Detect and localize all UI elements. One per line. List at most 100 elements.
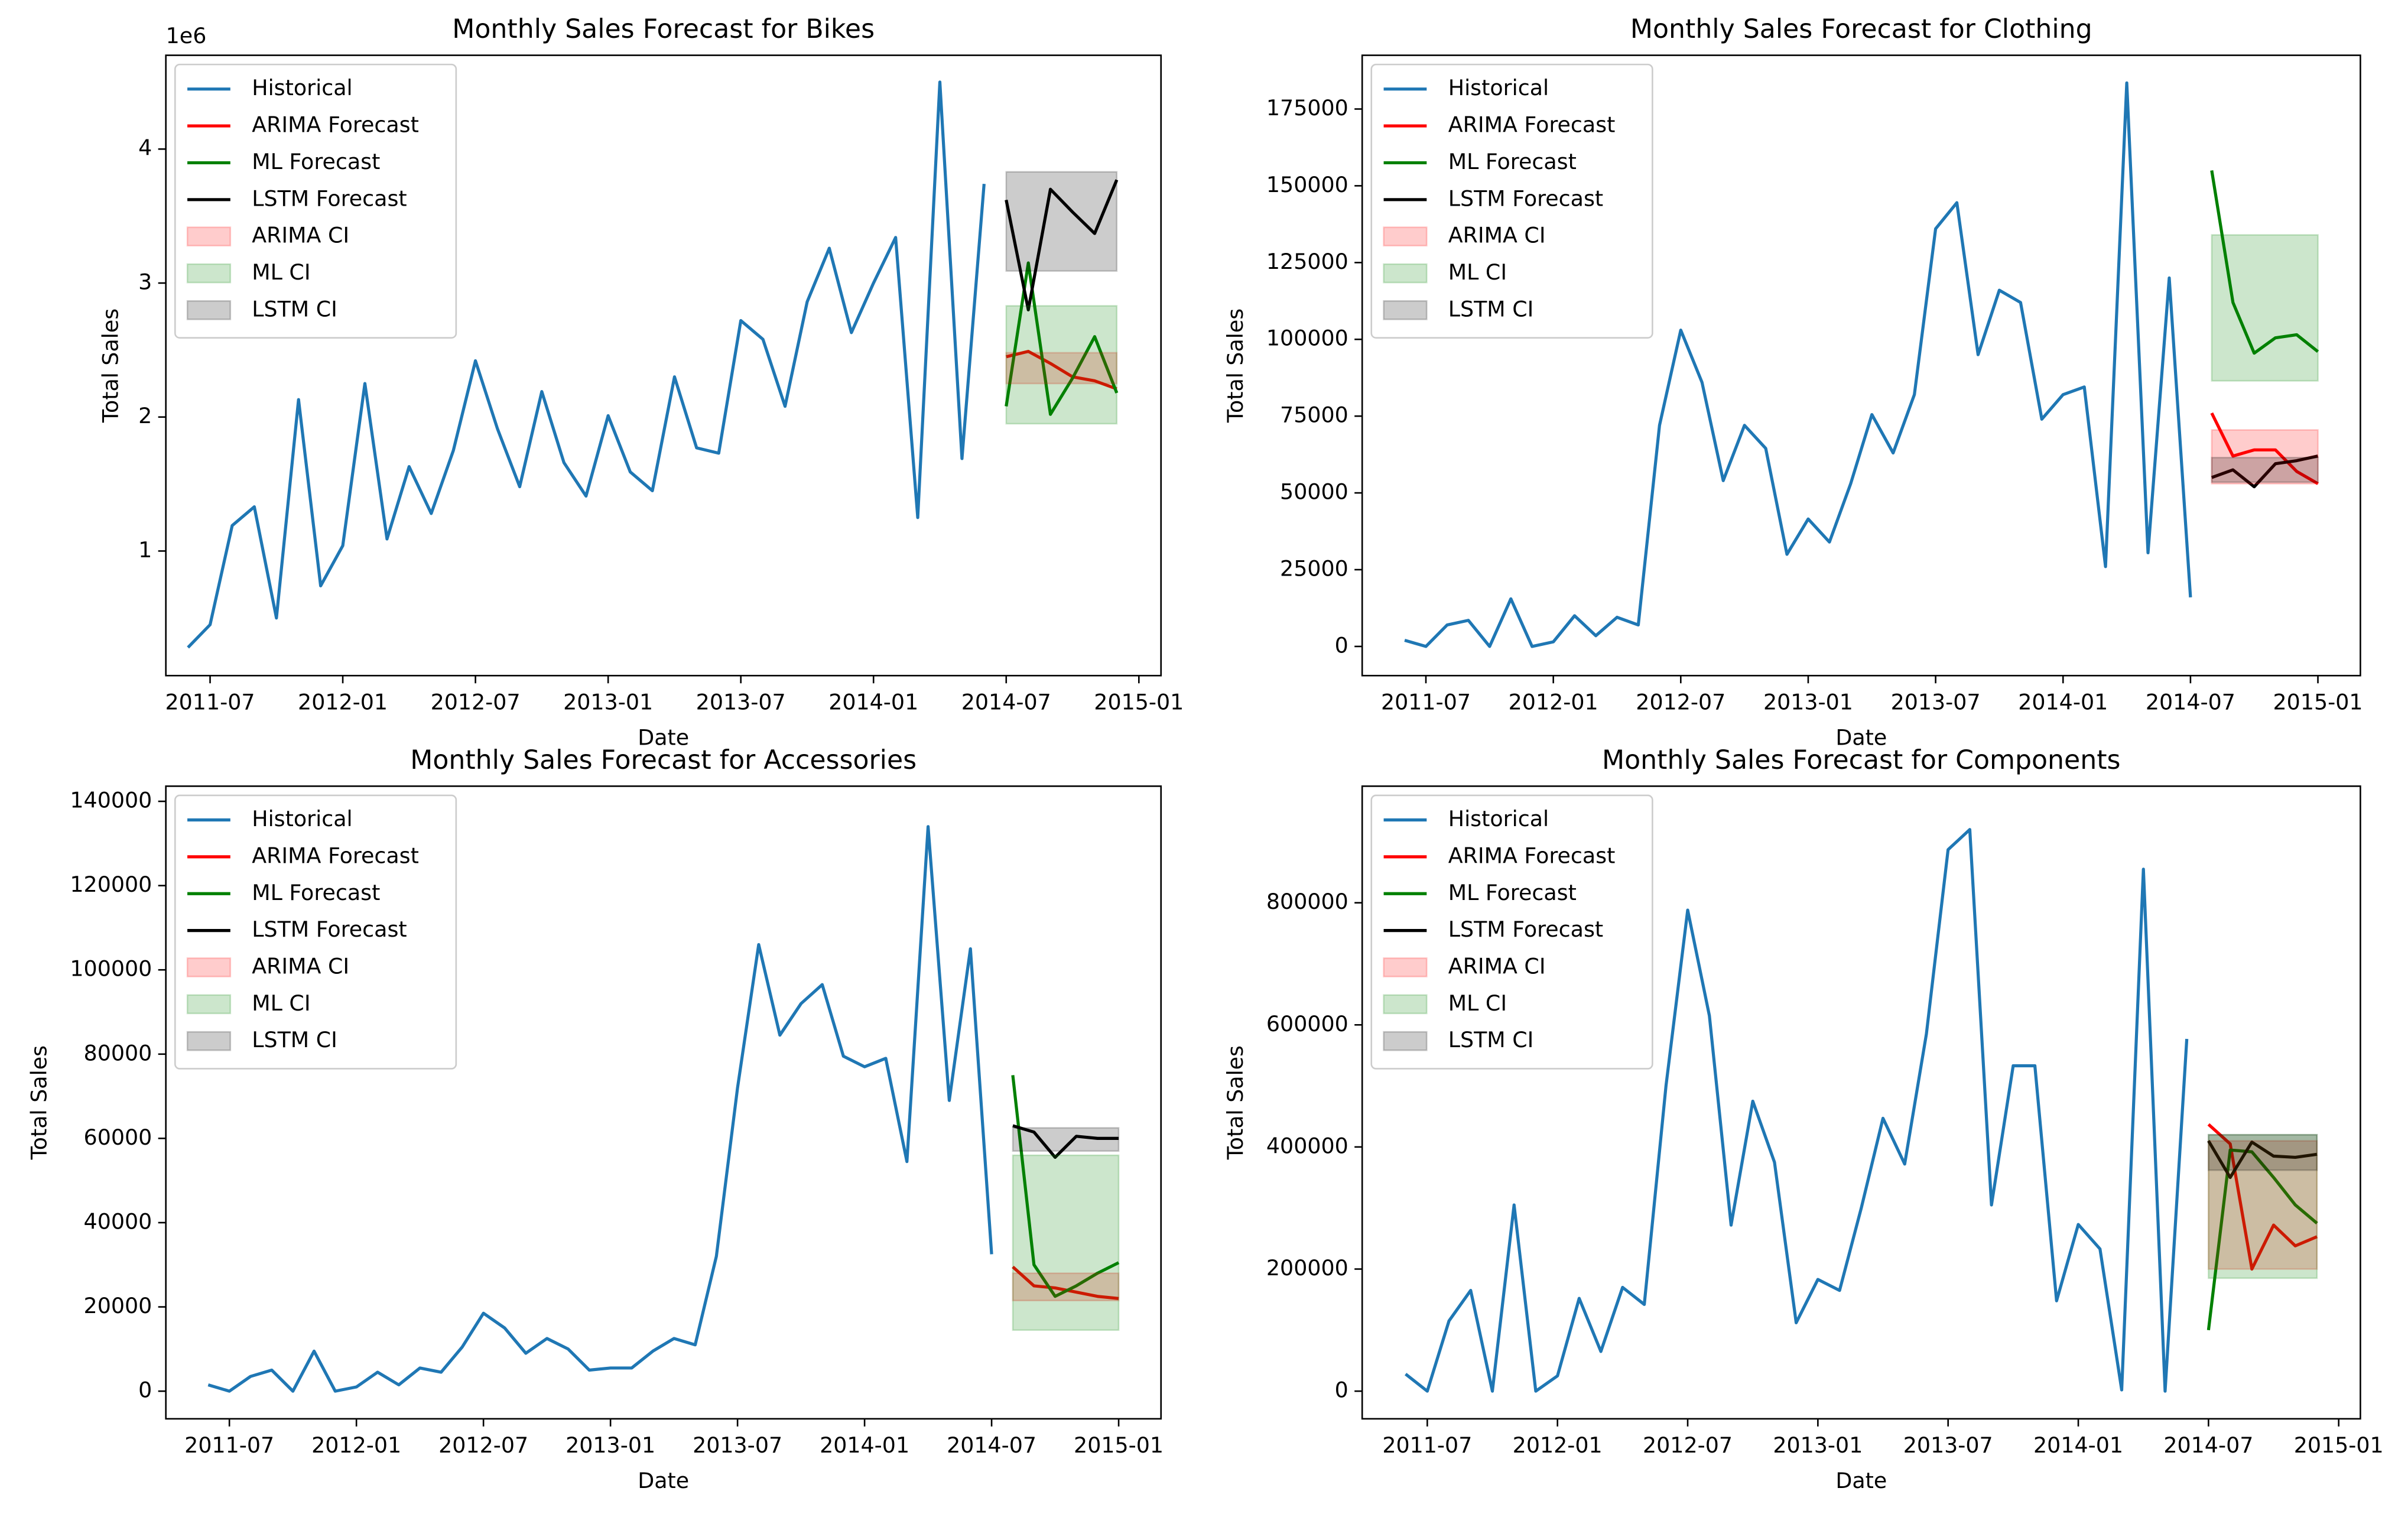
series-line [2211,454,2319,489]
legend-label: Historical [1448,806,1549,831]
legend-swatch [186,994,232,1015]
series-line [207,825,993,1393]
legend: Historical ARIMA Forecast ML Forecast LSTM … [1370,63,1653,339]
x-tick-label: 2012-07 [438,1432,528,1458]
legend-label: LSTM CI [252,296,337,321]
axes-frame [1361,785,2361,1420]
chart-title: Monthly Sales Forecast for Bikes [452,14,875,44]
y-tick-label: 600000 [1266,1011,1348,1037]
x-tick-label: 2013-01 [566,1432,655,1458]
axes-frame [1361,54,2361,677]
legend-label: LSTM Forecast [1448,186,1603,211]
chart-title: Monthly Sales Forecast for Accessories [410,745,917,775]
x-tick-label: 2013-07 [1891,690,1981,715]
legend-label: ARIMA CI [252,953,349,979]
y-tick-label: 75000 [1280,402,1348,428]
legend-label: ARIMA Forecast [252,112,419,138]
x-tick-label: 2012-01 [1513,1432,1603,1458]
y-tick-label: 400000 [1266,1133,1348,1158]
legend-label: ML CI [252,990,310,1016]
legend-label: Historical [252,806,352,831]
legend-frame [174,63,457,339]
x-tick-label: 2013-01 [1773,1432,1863,1458]
series-line [2210,412,2319,485]
x-tick-label: 2012-07 [1643,1432,1733,1458]
legend-swatch [1383,994,1428,1015]
series-line [2210,170,2319,355]
legend-frame [1370,794,1653,1070]
legend-swatch [1383,957,1428,977]
y-axis-label: Total Sales [1223,308,1248,423]
legend-label: Historical [1448,75,1549,100]
ci-band [1012,1154,1120,1331]
legend-label: LSTM Forecast [1448,917,1603,942]
y-tick-label: 120000 [70,872,152,897]
x-tick-label: 2011-07 [1381,690,1471,715]
y-tick-label: 125000 [1266,249,1348,274]
x-tick-label: 2015-01 [1074,1432,1164,1458]
y-tick-label: 140000 [70,788,152,813]
plot-area [207,825,1120,1393]
legend-swatch [1383,300,1428,320]
x-tick-label: 2015-01 [2273,690,2363,715]
series-line [1005,179,1119,311]
series-line [1404,81,2192,648]
legend-label: LSTM CI [252,1027,337,1052]
series-line [1011,1075,1120,1298]
ci-band [1005,305,1118,425]
x-tick-label: 2015-01 [2294,1432,2384,1458]
plot-area [187,80,1119,649]
plot-area [1404,81,2319,648]
y-tick-label: 800000 [1266,889,1348,914]
legend: Historical ARIMA Forecast ML Forecast LSTM … [174,63,457,339]
legend-label: ML CI [1448,259,1507,285]
chart-title: Monthly Sales Forecast for Clothing [1630,14,2092,44]
y-tick-label: 3 [138,269,152,294]
series-line [1012,1124,1119,1159]
series-line [187,80,986,649]
legend-label: ARIMA CI [252,223,349,248]
x-axis-label: Date [638,1468,689,1493]
ci-band [2211,457,2319,483]
x-tick-label: 2013-07 [1903,1432,1993,1458]
x-tick-label: 2014-07 [2163,1432,2253,1458]
x-tick-label: 2013-07 [696,690,786,715]
y-tick-label: 25000 [1280,556,1348,581]
x-tick-label: 2013-01 [1763,690,1853,715]
legend-label: ML Forecast [252,880,380,905]
series-line [2206,1148,2318,1331]
legend-swatch [186,263,232,284]
y-tick-label: 60000 [84,1125,152,1150]
axes-frame [165,785,1162,1420]
x-tick-label: 2014-07 [961,690,1051,715]
subplot: 2011-07 2012-01 2012-07 2013-01 2013-07 2014-… [1223,745,2384,1493]
x-tick-label: 2015-01 [1094,690,1184,715]
ci-band [2211,429,2319,485]
legend-label: LSTM CI [1448,1027,1534,1052]
ci-band [1005,171,1118,272]
y-tick-label: 80000 [84,1040,152,1065]
subplot: 2011-07 2012-01 2012-07 2013-01 2013-07 2014-… [98,14,1184,750]
y-tick-label: 0 [1335,632,1348,658]
x-axis-label: Date [1835,1468,1887,1493]
y-tick-label: 20000 [84,1293,152,1318]
legend-label: LSTM Forecast [252,186,407,211]
legend-swatch [1383,1031,1428,1051]
ci-band [2208,1133,2318,1171]
legend-label: Historical [252,75,352,100]
y-offset-label: 1e6 [166,23,207,48]
x-tick-label: 2014-01 [820,1432,909,1458]
x-tick-label: 2011-07 [1382,1432,1472,1458]
ci-band [2211,234,2319,382]
legend-swatch [1383,263,1428,284]
x-tick-label: 2013-07 [693,1432,782,1458]
series-line [1006,350,1117,391]
legend-label: ARIMA Forecast [1448,112,1616,138]
y-tick-label: 1 [138,537,152,563]
y-tick-label: 0 [138,1377,152,1403]
axes-frame [165,54,1162,677]
series-line [2207,1123,2318,1271]
y-tick-label: 150000 [1266,172,1348,197]
